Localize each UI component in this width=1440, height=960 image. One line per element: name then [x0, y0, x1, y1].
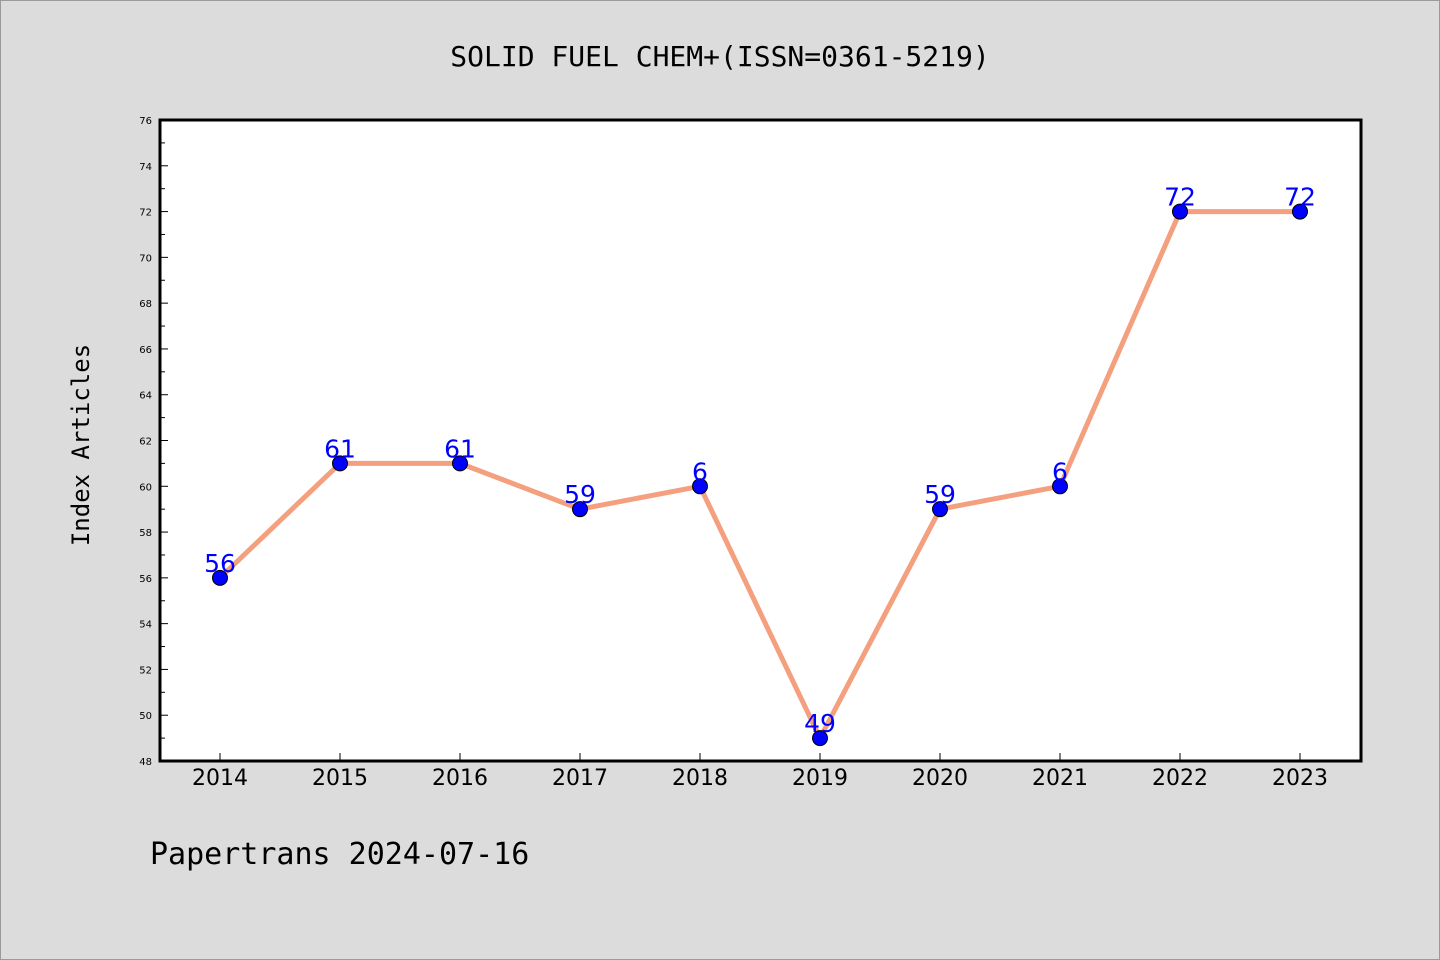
y-tick-label: 76 — [139, 116, 152, 127]
x-tick-label: 2021 — [1032, 766, 1088, 791]
y-tick-label: 66 — [139, 345, 152, 356]
y-axis-label: Index Articles — [67, 344, 95, 546]
y-tick-label: 56 — [139, 574, 152, 585]
data-point — [932, 501, 948, 518]
y-tick-label: 72 — [139, 208, 152, 219]
data-point — [692, 478, 708, 495]
y-tick-label: 50 — [139, 711, 152, 722]
data-point — [1292, 203, 1308, 220]
data-points — [212, 203, 1308, 747]
y-tick-label: 60 — [139, 482, 152, 493]
data-point — [332, 455, 348, 472]
series-polyline — [218, 209, 1300, 741]
x-tick-label: 2016 — [432, 766, 488, 791]
y-tick-label: 62 — [139, 437, 152, 448]
chart-title: SOLID FUEL CHEM+(ISSN=0361-5219) — [450, 40, 989, 73]
x-tick-label: 2023 — [1272, 766, 1328, 791]
x-tick-label: 2019 — [792, 766, 848, 791]
data-point — [452, 455, 468, 472]
y-tick-label: 48 — [139, 757, 152, 768]
plot-area — [158, 118, 1363, 763]
data-labels: 56 61 61 59 6 49 59 6 72 72 — [204, 183, 1316, 739]
data-label: 56 — [204, 549, 236, 578]
data-point — [812, 730, 828, 747]
y-tick-label: 74 — [139, 162, 152, 173]
series-line — [218, 209, 1300, 741]
data-label: 6 — [692, 457, 708, 486]
x-tick-label: 2015 — [312, 766, 368, 791]
y-tick-label: 68 — [139, 299, 152, 310]
footer-text: Papertrans 2024-07-16 — [150, 837, 529, 872]
y-tick-label: 70 — [139, 253, 152, 264]
data-point — [572, 501, 588, 518]
data-label: 6 — [1052, 457, 1068, 486]
data-label: 59 — [924, 480, 956, 509]
y-axis: 48 50 52 54 56 58 60 62 64 66 68 70 72 74 76 — [139, 116, 168, 768]
data-label: 72 — [1164, 183, 1196, 212]
x-axis: 2014 2015 2016 2017 2018 2019 2020 2021 2022 2023 — [192, 753, 1328, 791]
data-label: 49 — [804, 709, 836, 738]
x-tick-label: 2020 — [912, 766, 968, 791]
x-tick-label: 2022 — [1152, 766, 1208, 791]
y-tick-label: 52 — [139, 665, 152, 676]
data-label: 61 — [324, 434, 356, 463]
data-label: 61 — [444, 434, 476, 463]
y-tick-label: 64 — [139, 391, 152, 402]
data-label: 72 — [1284, 183, 1316, 212]
y-tick-label: 54 — [139, 620, 152, 631]
x-tick-label: 2018 — [672, 766, 728, 791]
data-label: 59 — [564, 480, 596, 509]
x-tick-label: 2014 — [192, 766, 248, 791]
data-point — [1052, 478, 1068, 495]
x-tick-label: 2017 — [552, 766, 608, 791]
data-point — [1172, 203, 1188, 220]
data-point — [212, 569, 228, 586]
y-tick-label: 58 — [139, 528, 152, 539]
